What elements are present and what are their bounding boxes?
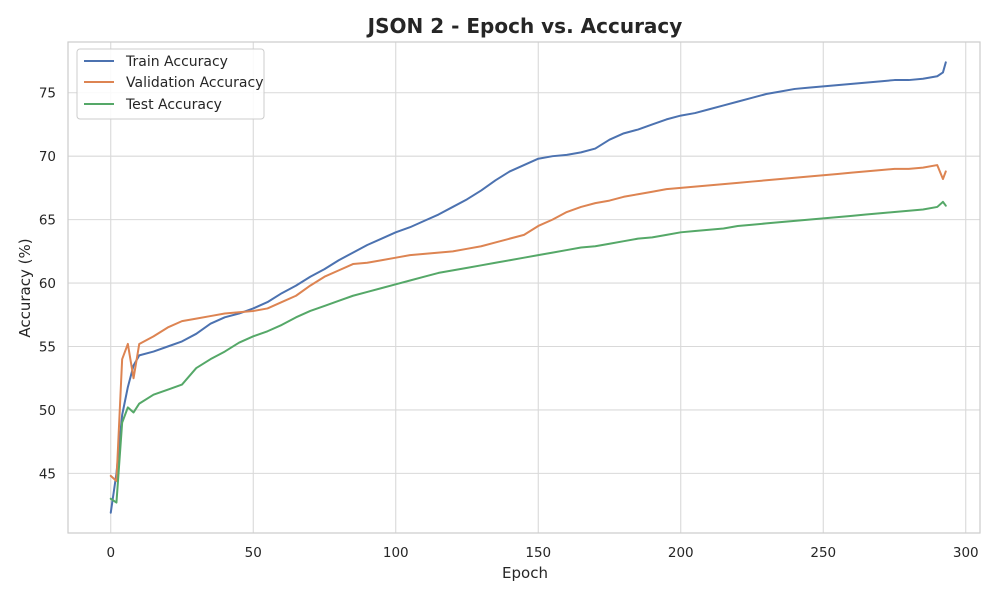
x-tick-label: 0 [106,545,115,561]
x-tick-label: 300 [953,545,979,561]
x-tick-label: 100 [383,545,409,561]
x-tick-label: 50 [245,545,262,561]
x-tick-label: 250 [810,545,836,561]
x-tick-label: 200 [668,545,694,561]
x-axis-label: Epoch [502,564,548,582]
legend-label-test: Test Accuracy [125,97,222,113]
y-axis-label: Accuracy (%) [16,238,34,337]
y-tick-label: 65 [39,213,56,229]
y-tick-label: 55 [39,339,56,355]
grid-lines [68,42,980,533]
x-tick-label: 150 [525,545,551,561]
series-line-test-accuracy [109,200,947,504]
legend: Train Accuracy Validation Accuracy Test … [76,48,265,120]
series-line-train-accuracy [109,61,947,514]
y-tick-label: 70 [39,149,56,165]
y-tick-label: 45 [39,466,56,482]
y-tick-label: 75 [39,86,56,102]
y-tick-label: 60 [39,276,56,292]
chart-title: JSON 2 - Epoch vs. Accuracy [366,14,683,38]
series-lines [109,61,947,514]
legend-label-validation: Validation Accuracy [126,75,264,91]
legend-box [76,48,265,120]
plot-frame [67,41,981,534]
legend-label-train: Train Accuracy [125,54,228,70]
tick-labels: 0 50 100 150 200 250 300 45 50 55 60 65 70 75 [39,86,979,561]
series-line-validation-accuracy [109,164,947,482]
y-tick-label: 50 [39,403,56,419]
